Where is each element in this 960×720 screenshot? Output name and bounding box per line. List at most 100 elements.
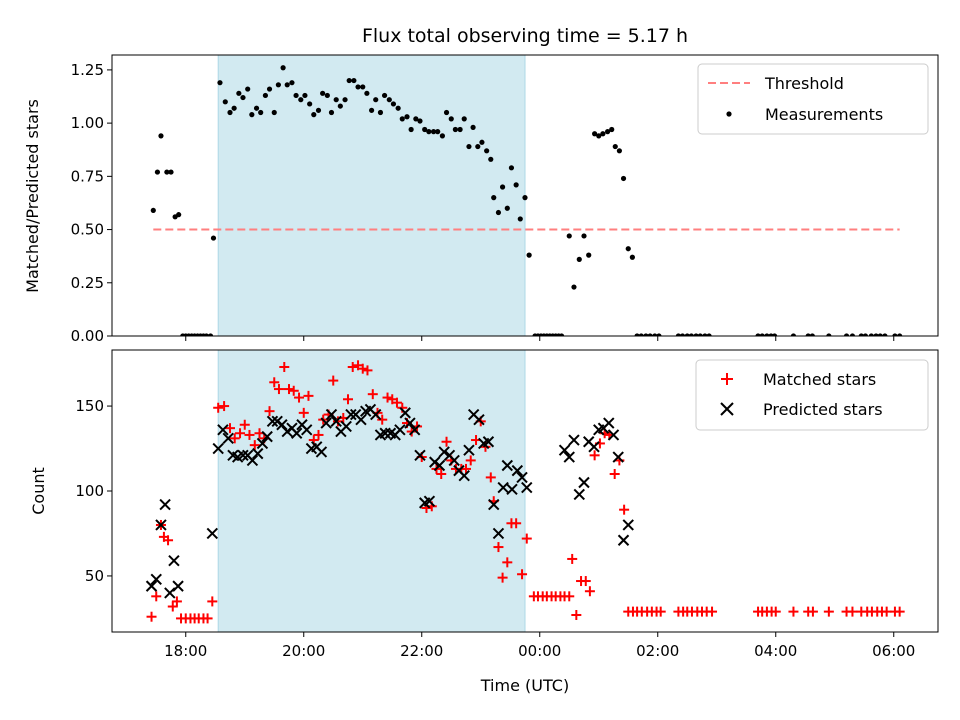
- matched-star-point: [436, 469, 447, 480]
- bottom-legend: Matched stars Predicted stars: [695, 359, 929, 431]
- measurement-point: [702, 333, 708, 336]
- measurement-point: [634, 333, 640, 336]
- x-axis-label: Time (UTC): [480, 676, 569, 695]
- bottom-y-tick-label: 50: [85, 567, 104, 585]
- measurement-point: [413, 116, 419, 122]
- measurement-point: [430, 129, 437, 135]
- measurement-point: [236, 90, 242, 96]
- predicted-star-point: [463, 444, 475, 456]
- measurement-point: [495, 209, 502, 216]
- measurement-point: [408, 126, 414, 133]
- top-y-tick-label: 0.00: [71, 327, 104, 345]
- measurement-point: [351, 77, 357, 84]
- measurement-point: [168, 169, 174, 175]
- matched-star-point: [347, 361, 358, 372]
- measurement-point: [600, 131, 606, 137]
- measurement-point: [513, 182, 519, 188]
- measurement-point: [849, 333, 856, 336]
- measurement-point: [892, 333, 898, 336]
- top-y-axis-label: Matched/Predicted stars: [23, 99, 42, 293]
- matched-star-point: [770, 606, 781, 617]
- matched-star-point: [511, 518, 522, 529]
- x-tick-label: 20:00: [282, 642, 325, 660]
- top-panel-frame: [111, 54, 939, 337]
- measurement-point: [422, 126, 428, 133]
- predicted-star-point: [578, 476, 590, 489]
- matched-star-point: [823, 606, 834, 617]
- predicted-star-point: [172, 580, 184, 592]
- predicted-star-point: [370, 408, 382, 421]
- top-highlight-span: [217, 55, 526, 336]
- predicted-star-point: [501, 459, 514, 472]
- top-y-tick-label: 0.75: [71, 167, 104, 185]
- measurement-point: [390, 101, 397, 107]
- measurement-point: [755, 333, 761, 336]
- legend-matched-label: Matched stars: [763, 370, 876, 389]
- bottom-legend-box: [695, 359, 929, 431]
- predicted-star-point: [506, 483, 518, 496]
- measurement-point: [466, 143, 472, 150]
- predicted-star-point: [168, 554, 180, 567]
- measurement-point: [826, 333, 832, 336]
- predicted-star-point: [433, 459, 446, 472]
- measurement-point: [342, 97, 348, 103]
- matched-star-point: [567, 553, 578, 564]
- measurement-point: [240, 94, 246, 101]
- bottom-highlight-span: [217, 350, 526, 632]
- measurement-point: [596, 133, 602, 139]
- matched-star-point: [580, 576, 591, 587]
- measurement-point: [526, 252, 532, 258]
- measurement-point: [616, 148, 623, 154]
- measurement-point: [293, 92, 299, 99]
- measurement-point: [475, 143, 481, 150]
- measurement-point: [369, 107, 375, 113]
- measurement-point: [862, 333, 869, 336]
- predicted-star-point: [511, 464, 524, 477]
- matched-star-point: [229, 433, 240, 444]
- matched-star-point: [235, 428, 246, 439]
- predicted-star-point: [622, 519, 634, 531]
- measurement-point: [324, 92, 330, 99]
- matched-star-point: [362, 365, 373, 376]
- matched-star-point: [328, 375, 339, 386]
- matched-star-point: [485, 472, 496, 483]
- predicted-star-point: [256, 437, 269, 450]
- matched-star-point: [461, 463, 471, 474]
- measurement-point: [764, 333, 770, 336]
- measurement-point: [576, 256, 582, 262]
- measurement-point: [790, 333, 797, 336]
- predicted-star-point: [568, 434, 580, 446]
- bottom-y-tick-label: 150: [75, 397, 104, 415]
- measurement-point: [643, 333, 649, 336]
- top-legend-box: [697, 63, 929, 135]
- predicted-star-point: [404, 417, 416, 429]
- measurement-point: [417, 118, 423, 124]
- matched-star-point: [332, 416, 343, 427]
- matched-star-point: [269, 377, 280, 388]
- measurement-point: [373, 97, 379, 103]
- measurement-point: [328, 109, 335, 116]
- measurement-point: [315, 107, 322, 113]
- measurement-point: [461, 116, 467, 122]
- predicted-star-point: [516, 471, 528, 484]
- predicted-star-point: [473, 413, 485, 426]
- measurement-point: [395, 105, 401, 111]
- matched-star-point: [517, 569, 528, 580]
- predicted-star-point: [164, 587, 176, 599]
- measurement-point: [377, 109, 384, 116]
- predicted-star-point: [612, 451, 624, 463]
- predicted-star-point: [345, 408, 357, 421]
- predicted-star-point: [290, 427, 303, 439]
- matched-star-point: [264, 406, 275, 417]
- matched-star-point: [343, 394, 353, 405]
- matched-star-point: [367, 389, 378, 400]
- measurement-point: [638, 333, 644, 336]
- measurement-point: [479, 139, 485, 145]
- matched-star-point: [219, 401, 230, 412]
- matched-star-point: [146, 611, 157, 622]
- predicted-star-point: [603, 417, 615, 429]
- matched-star-point: [167, 601, 178, 612]
- legend-measurements-marker: [726, 111, 732, 117]
- measurement-point: [253, 105, 260, 111]
- x-tick-label: 02:00: [636, 642, 679, 660]
